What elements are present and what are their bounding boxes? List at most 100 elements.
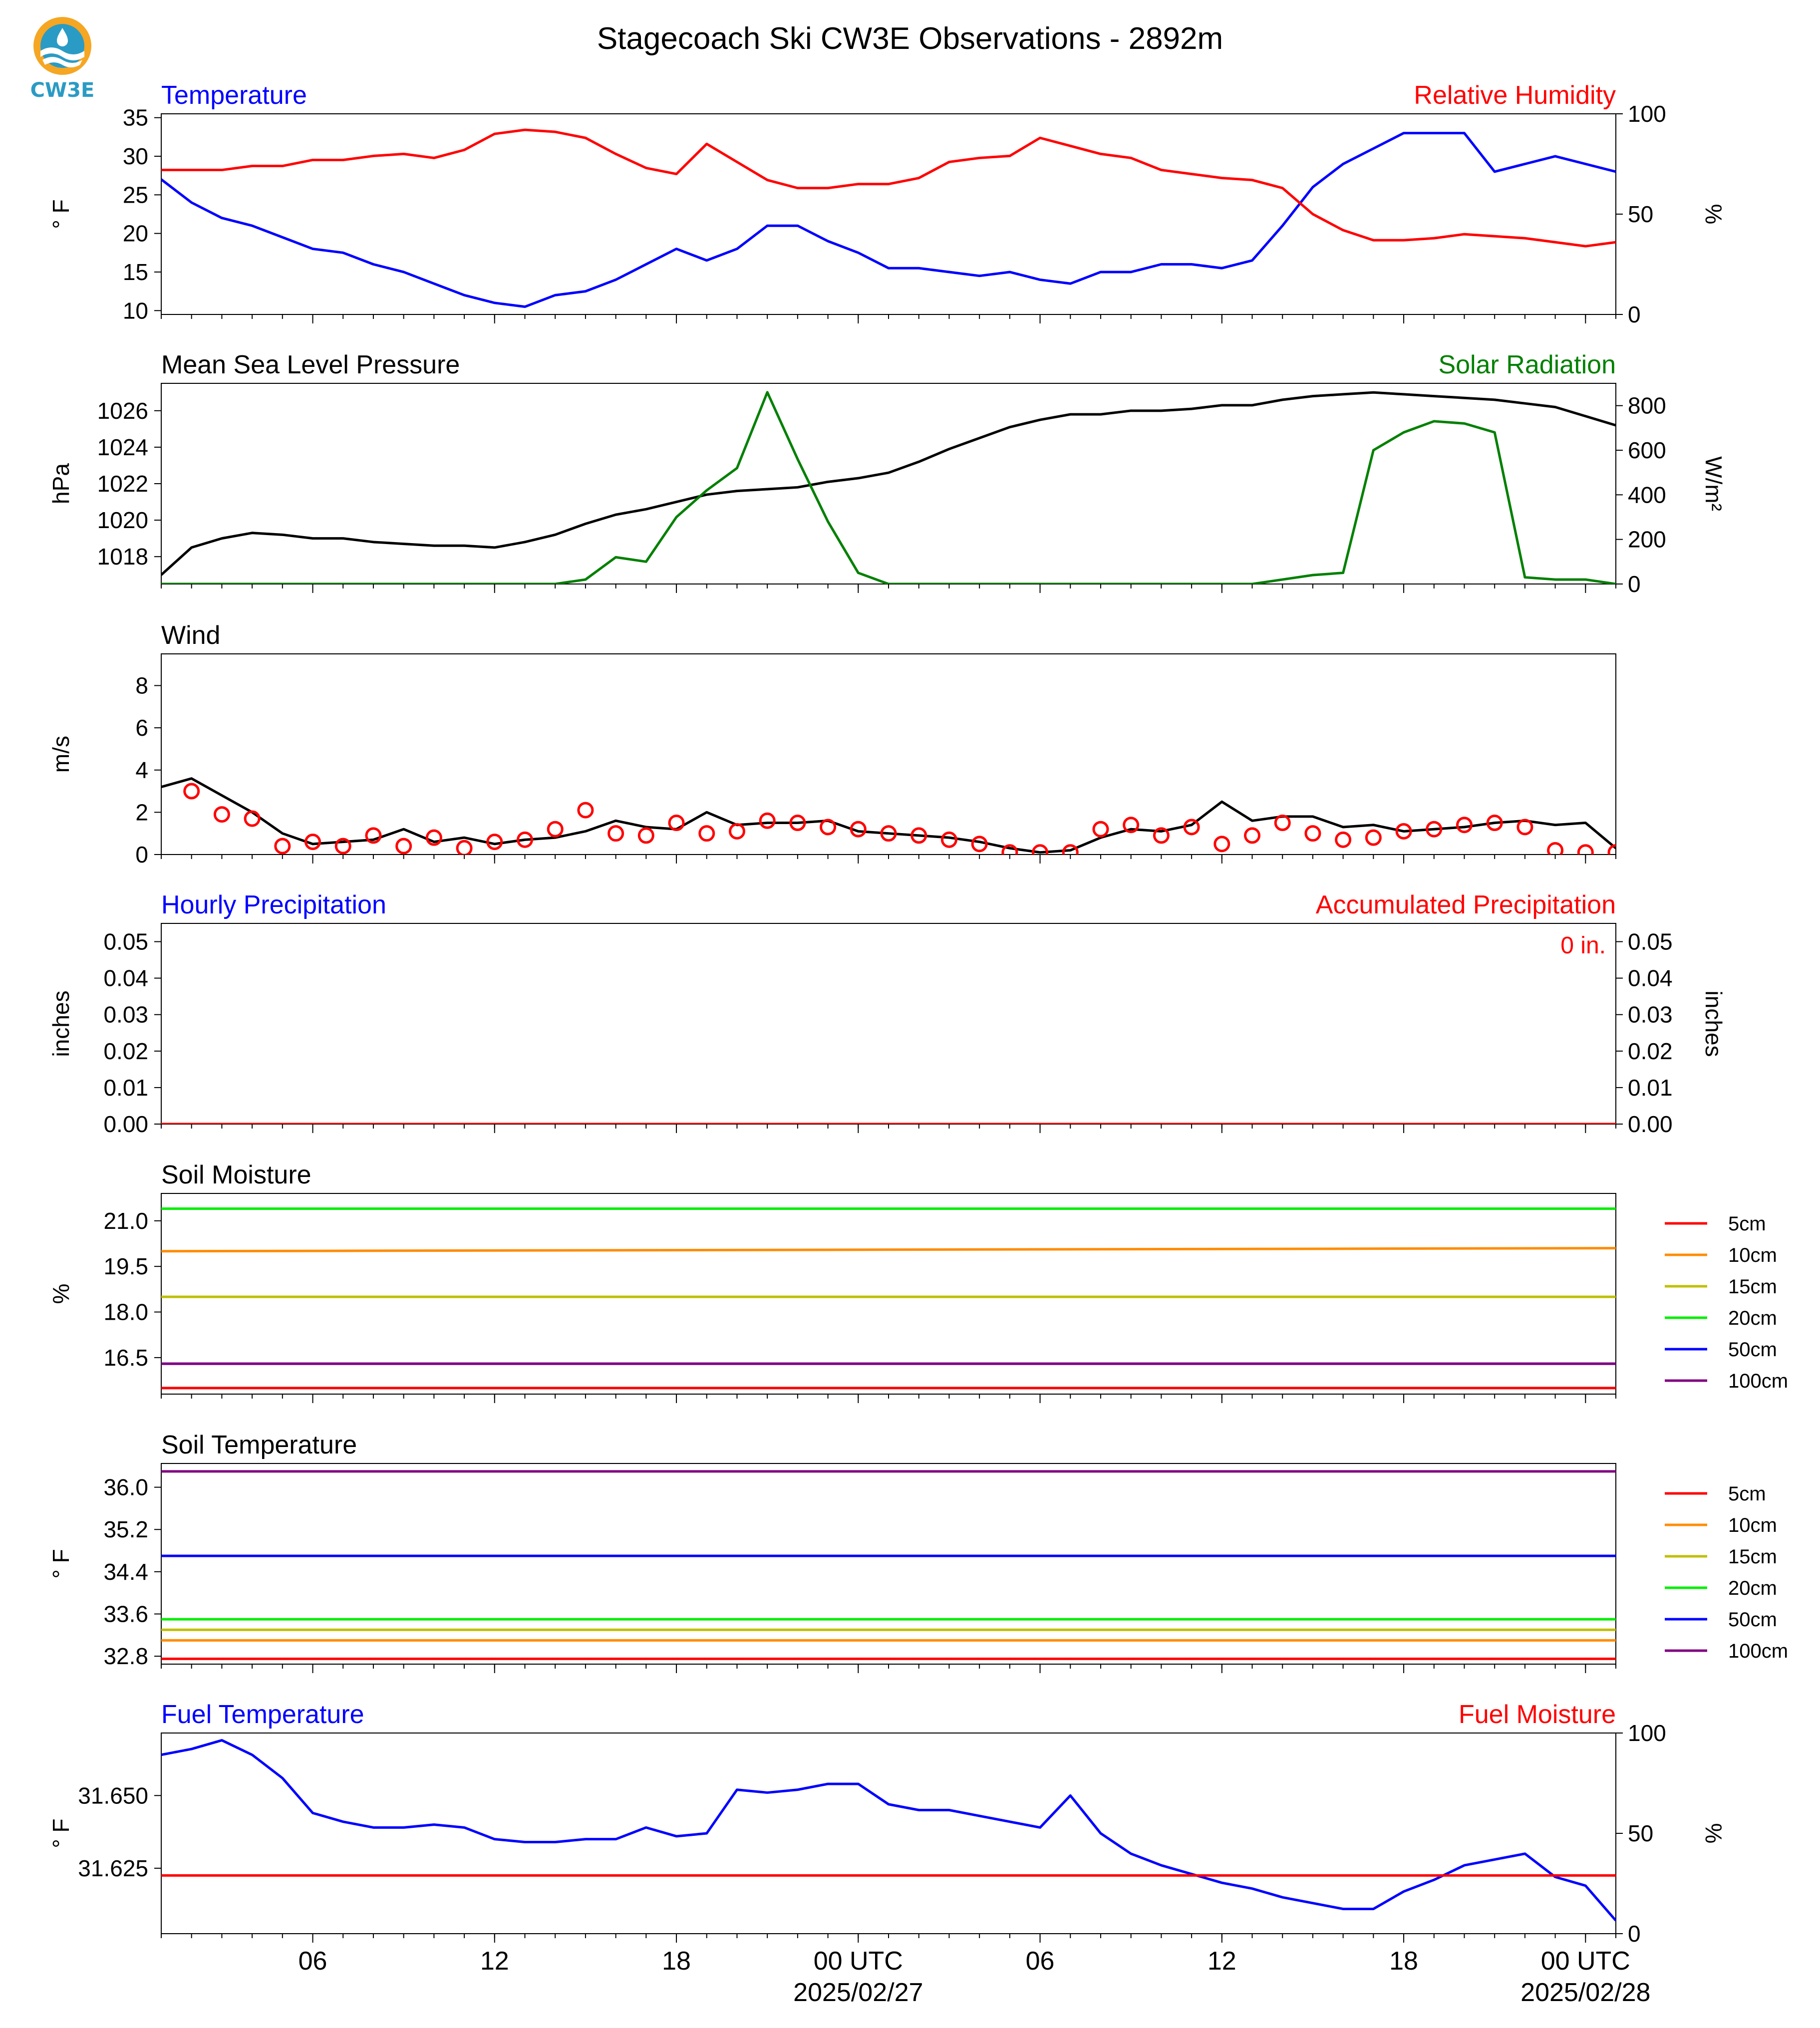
plot-area	[161, 1739, 1616, 1922]
y-tick-label: 0.01	[103, 1075, 148, 1101]
legend-label: 5cm	[1728, 1213, 1766, 1235]
logo-emblem-icon	[33, 17, 91, 75]
y-tick-label-right: 50	[1628, 201, 1653, 227]
y-tick-label-right: 0.00	[1628, 1111, 1673, 1137]
legend-label: 50cm	[1728, 1339, 1777, 1361]
gust-marker	[607, 825, 624, 842]
gust-marker	[486, 834, 503, 851]
panel-title-right: Solar Radiation	[1438, 350, 1616, 379]
y-tick-label-right: 0.03	[1628, 1002, 1673, 1028]
series-line-fuel-temperature	[161, 1739, 1616, 1922]
gust-marker	[759, 812, 776, 829]
legend: 5cm 10cm 15cm 20cm 50cm 100cm	[1665, 1213, 1788, 1392]
gust-marker	[1456, 817, 1473, 834]
gust-marker	[1577, 844, 1594, 855]
x-tick-label: 12	[1208, 1947, 1236, 1976]
y-tick-label: 0.00	[103, 1111, 148, 1137]
panel-title-left: Wind	[161, 621, 220, 650]
y-tick-label: 30	[123, 143, 148, 169]
y-tick-label: 0.02	[103, 1038, 148, 1064]
cw3e-logo: CW3E	[30, 15, 95, 105]
y-axis-label-right: %	[1701, 1823, 1727, 1844]
y-tick-label: 0	[135, 842, 148, 868]
x-tick-label: 00 UTC	[814, 1947, 903, 1976]
legend-label: 50cm	[1728, 1609, 1777, 1631]
gust-marker	[1274, 815, 1291, 832]
gust-marker	[1607, 844, 1616, 855]
gust-marker	[1001, 844, 1018, 855]
gust-marker	[850, 821, 867, 838]
plot-frame	[161, 383, 1616, 584]
y-tick-label-right: 400	[1628, 482, 1666, 508]
y-tick-label: 25	[123, 182, 148, 208]
y-tick-label: 21.0	[103, 1208, 148, 1234]
gust-marker	[940, 831, 957, 848]
y-tick-label-right: 800	[1628, 393, 1666, 419]
x-date-label: 2025/02/27	[793, 1978, 923, 2007]
y-tick-label: 1024	[97, 434, 148, 460]
y-tick-label: 33.6	[103, 1601, 148, 1627]
gust-marker	[183, 783, 200, 800]
figure-title: Stagecoach Ski CW3E Observations - 2892m	[597, 21, 1223, 56]
x-tick-label: 00 UTC	[1541, 1947, 1630, 1976]
legend-label: 5cm	[1728, 1483, 1766, 1505]
y-tick-label: 36.0	[103, 1474, 148, 1500]
y-tick-label: 1018	[97, 544, 148, 570]
gust-marker	[213, 806, 230, 823]
y-tick-label: 6	[135, 715, 148, 741]
x-tick-label: 18	[662, 1947, 691, 1976]
panel-pressure_solar: Mean Sea Level Pressure Solar Radiation 10…	[48, 350, 1727, 597]
y-tick-label: 19.5	[103, 1253, 148, 1279]
y-tick-label: 1020	[97, 507, 148, 533]
y-tick-label: 10	[123, 297, 148, 323]
gust-marker	[1153, 827, 1170, 844]
gust-marker	[425, 829, 442, 846]
y-tick-label: 16.5	[103, 1345, 148, 1371]
plot-frame	[161, 923, 1616, 1125]
legend-label: 100cm	[1728, 1370, 1788, 1392]
plot-frame	[161, 1463, 1616, 1665]
y-axis-label-right: %	[1701, 204, 1727, 225]
y-tick-label: 4	[135, 757, 148, 783]
series-line-solar-radiation	[161, 391, 1616, 584]
gust-marker	[395, 838, 412, 855]
gust-marker	[728, 823, 745, 840]
x-tick-label: 06	[299, 1947, 327, 1976]
gust-marker	[1123, 817, 1140, 834]
panel-title-left: Mean Sea Level Pressure	[161, 350, 460, 379]
y-tick-label: 0.05	[103, 929, 148, 955]
legend-label: 100cm	[1728, 1640, 1788, 1662]
gust-marker	[1547, 842, 1564, 855]
panel-title-left: Temperature	[161, 81, 307, 110]
y-axis-label: ° F	[48, 199, 74, 229]
y-axis-label-right: W/m²	[1701, 456, 1727, 511]
series-line-relative-humidity	[161, 128, 1616, 248]
gust-marker	[1183, 819, 1200, 836]
y-tick-label-right: 0	[1628, 571, 1641, 597]
x-date-label: 2025/02/28	[1520, 1978, 1650, 2007]
y-tick-label: 15	[123, 259, 148, 285]
legend-label: 20cm	[1728, 1577, 1777, 1599]
y-tick-label: 31.650	[78, 1782, 148, 1808]
gust-marker	[637, 827, 654, 844]
y-tick-label: 0.03	[103, 1002, 148, 1028]
accumulated-total-label: 0 in.	[1560, 932, 1606, 959]
legend-label: 10cm	[1728, 1244, 1777, 1266]
gust-marker	[1335, 831, 1352, 848]
y-tick-label: 0.04	[103, 965, 148, 991]
y-tick-label: 8	[135, 672, 148, 698]
gust-marker	[971, 836, 988, 853]
panel-title-right: Fuel Moisture	[1459, 1700, 1616, 1729]
gust-marker	[1395, 823, 1412, 840]
gust-marker	[1213, 836, 1230, 853]
plot-area	[161, 1207, 1616, 1390]
series-line-mean-sea-level-pressure	[161, 391, 1616, 576]
gust-marker	[334, 838, 351, 855]
gust-marker	[1032, 844, 1049, 855]
gust-marker	[1517, 819, 1533, 836]
panel-title-left: Soil Moisture	[161, 1160, 311, 1189]
panel-title-left: Hourly Precipitation	[161, 890, 386, 919]
y-tick-label: 20	[123, 221, 148, 247]
panel-title-right: Accumulated Precipitation	[1316, 890, 1616, 919]
gust-marker	[517, 831, 533, 848]
